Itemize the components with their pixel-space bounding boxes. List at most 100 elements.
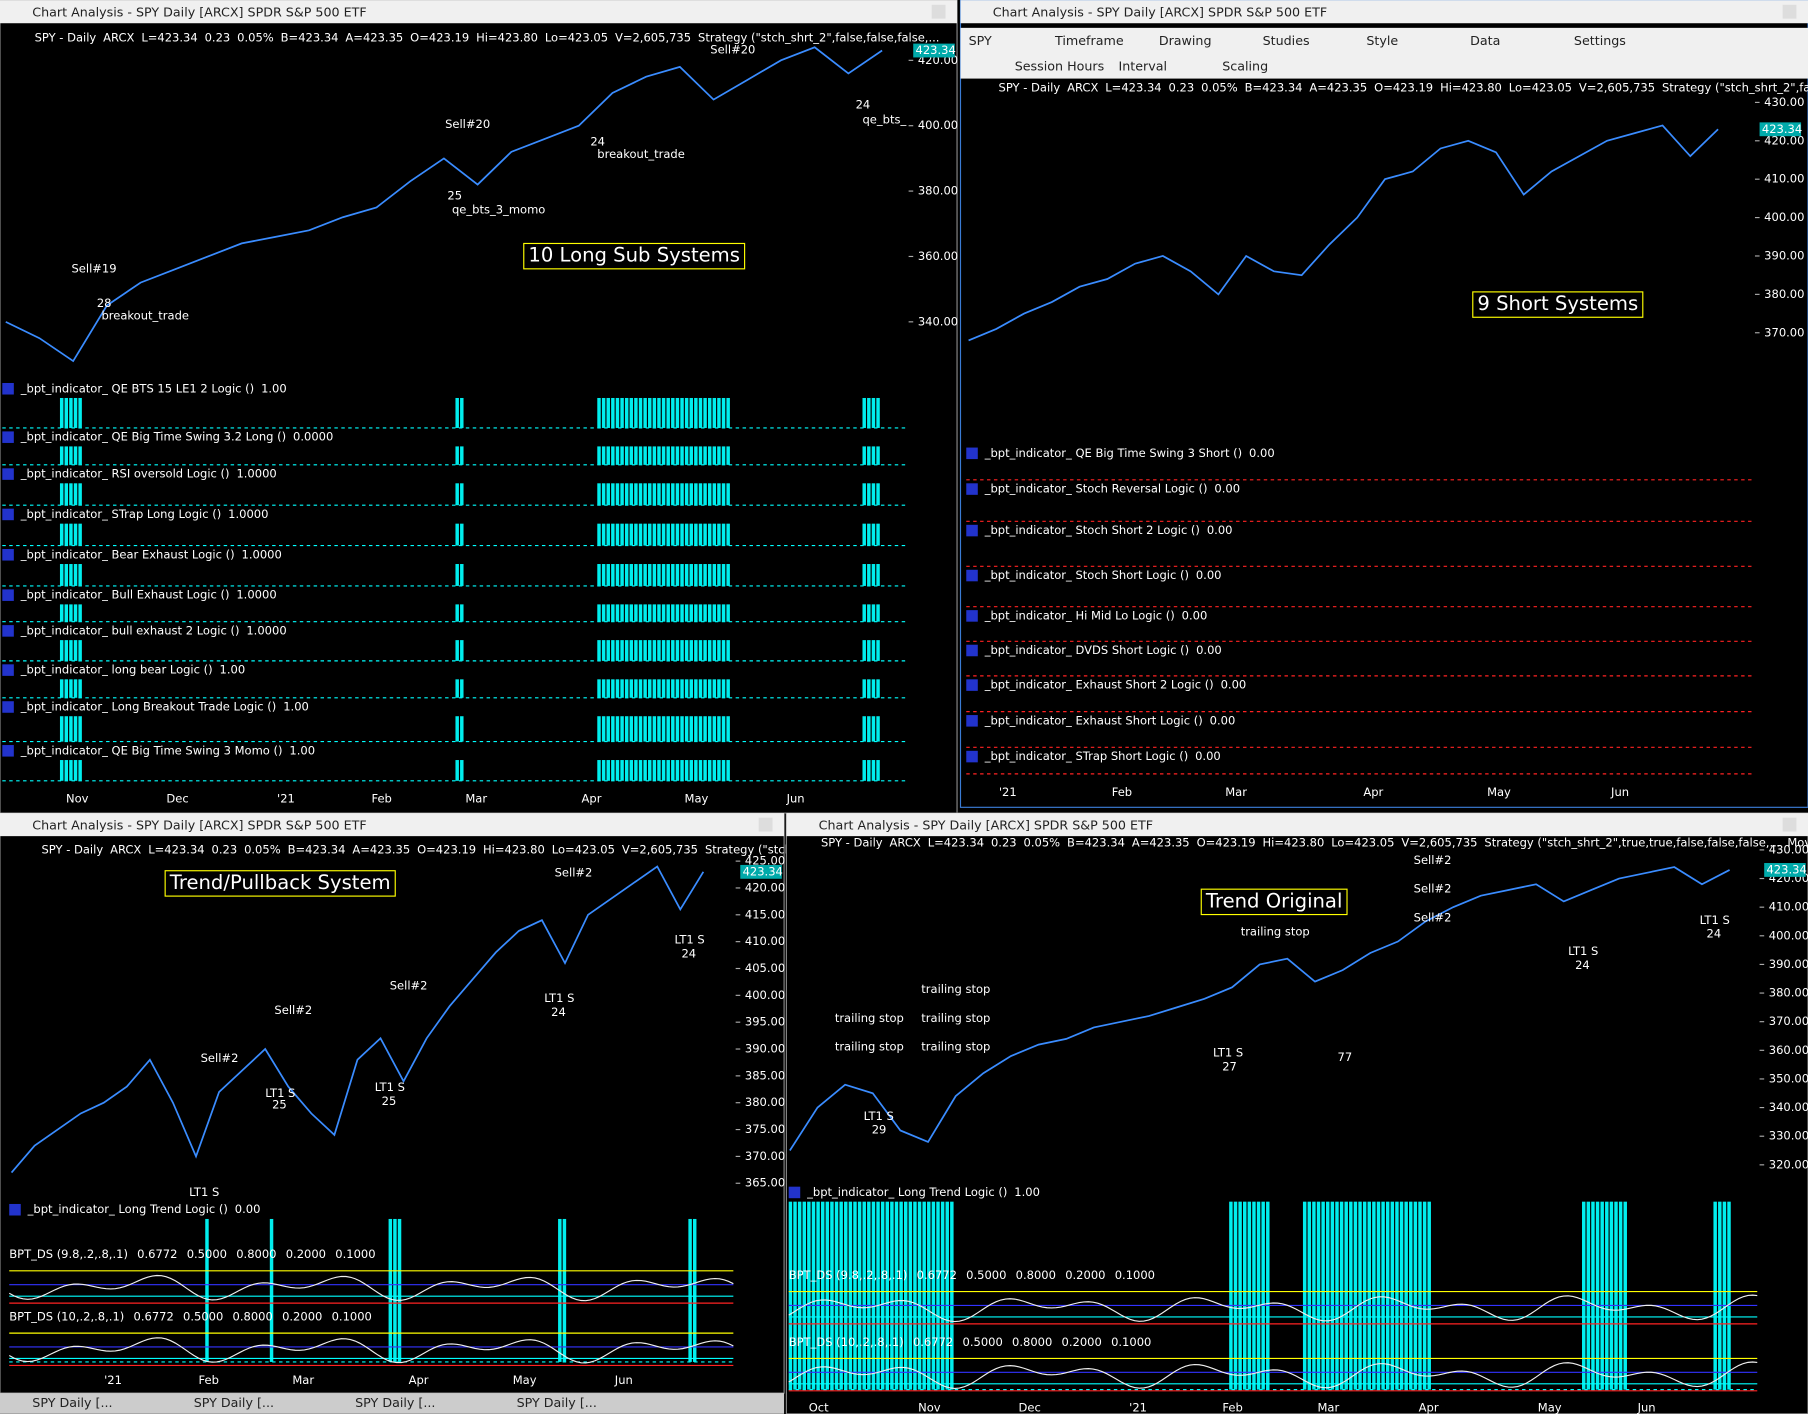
toolbar-item[interactable]: Studies <box>1263 33 1310 48</box>
indicator-bar <box>601 716 606 742</box>
indicator-bar <box>1399 1201 1404 1390</box>
indicator-value: 0.00 <box>1182 608 1208 622</box>
indicator-bar <box>1605 1201 1609 1390</box>
x-tick-label: Feb <box>199 1373 219 1387</box>
indicator-bar <box>78 679 82 698</box>
y-tick-label: 320.00 <box>1769 1157 1808 1171</box>
indicator-bar <box>1353 1201 1358 1390</box>
indicator-icon <box>2 431 14 443</box>
toolbar-item[interactable]: Timeframe <box>1054 33 1124 48</box>
toolbar-item[interactable]: Scaling <box>1222 59 1268 74</box>
info-field: 0.05% <box>1024 836 1061 850</box>
indicator-bar <box>652 564 657 586</box>
indicator-bar <box>69 483 73 506</box>
indicator-bar <box>721 716 726 742</box>
taskbar-tab[interactable]: SPY Daily [... <box>355 1395 435 1410</box>
indicator-bar <box>922 1201 926 1390</box>
x-tick-label: Dec <box>1019 1401 1041 1414</box>
indicator-bar <box>638 760 643 781</box>
indicator-bar <box>862 640 866 661</box>
indicator-name: _bpt_indicator_ STrap Short Logic () <box>984 749 1188 763</box>
close-button[interactable] <box>1782 4 1797 19</box>
indicator-bar <box>657 483 661 506</box>
indicator-value: 1.0000 <box>236 467 276 481</box>
indicator-bar <box>652 397 657 428</box>
taskbar-tab[interactable]: SPY Daily [... <box>32 1395 112 1410</box>
indicator-bar <box>606 679 610 698</box>
signal-label: trailing stop <box>921 1040 990 1054</box>
indicator-bar <box>707 483 712 506</box>
close-button[interactable] <box>1782 817 1797 832</box>
indicator-bar <box>698 760 703 781</box>
indicator-bar <box>652 446 657 465</box>
indicator-bar <box>703 523 707 546</box>
indicator-bar <box>675 523 680 546</box>
indicator-bar <box>703 397 707 428</box>
taskbar-tab[interactable]: SPY Daily [... <box>194 1395 274 1410</box>
signal-label: Sell#2 <box>201 1051 239 1065</box>
toolbar-item[interactable]: Style <box>1366 33 1398 48</box>
toolbar-item[interactable]: Interval <box>1118 59 1167 74</box>
x-tick-label: Mar <box>465 792 487 806</box>
y-tick-label: 420.00 <box>1764 133 1804 147</box>
indicator-bar <box>698 640 703 661</box>
indicator-bar <box>661 760 666 781</box>
indicator-name: _bpt_indicator_ Bull Exhaust Logic () <box>20 588 230 602</box>
indicator-bar <box>601 760 606 781</box>
indicator-name: _bpt_indicator_ Long Trend Logic () <box>27 1202 228 1216</box>
x-tick-label: '21 <box>104 1373 122 1387</box>
indicator-bar <box>73 483 78 506</box>
indicator-bar <box>601 604 606 622</box>
indicator-bar <box>694 483 698 506</box>
indicator-bar <box>657 640 661 661</box>
indicator-bar <box>460 716 464 742</box>
info-field: ARCX <box>890 836 921 850</box>
indicator-bar <box>1427 1201 1431 1390</box>
indicator-bar <box>78 716 82 742</box>
indicator-bar <box>867 640 871 661</box>
toolbar-item[interactable]: Data <box>1470 33 1500 48</box>
indicator-bar <box>680 760 684 781</box>
indicator-value: 0.00 <box>1210 713 1236 727</box>
indicator-bar <box>666 716 670 742</box>
info-field: A=423.35 <box>352 842 410 856</box>
toolbar-item[interactable]: Settings <box>1574 33 1626 48</box>
indicator-bar <box>624 604 629 622</box>
indicator-bar <box>689 604 693 622</box>
indicator-bar <box>455 640 459 661</box>
close-button[interactable] <box>931 4 946 19</box>
indicator-bar <box>945 1201 949 1390</box>
ds-line <box>788 1294 1758 1323</box>
toolbar-item[interactable]: Drawing <box>1159 33 1212 48</box>
y-tick-label: 360.00 <box>1769 1043 1808 1057</box>
indicator-bar <box>802 1201 806 1390</box>
indicator-bar <box>684 564 689 586</box>
indicator-bar <box>620 679 624 698</box>
toolbar-item[interactable]: SPY <box>969 33 992 48</box>
indicator-bar <box>684 483 689 506</box>
close-button[interactable] <box>758 817 773 832</box>
indicator-bar <box>684 446 689 465</box>
indicator-bar <box>460 679 464 698</box>
indicator-bar <box>675 397 680 428</box>
ds-label: 0.6772 <box>134 1309 174 1323</box>
info-field: Hi=423.80 <box>1262 836 1324 850</box>
signal-label: LT1 S <box>1213 1045 1243 1059</box>
indicator-bar <box>69 564 73 586</box>
indicator-bar <box>726 446 730 465</box>
indicator-name: _bpt_indicator_ long bear Logic () <box>20 663 213 677</box>
taskbar-tab[interactable]: SPY Daily [... <box>517 1395 597 1410</box>
info-field: SPY - Daily <box>42 842 104 856</box>
signal-label: trailing stop <box>921 982 990 996</box>
indicator-bar <box>671 446 675 465</box>
indicator-bar <box>624 483 629 506</box>
toolbar-item[interactable]: Session Hours <box>1015 59 1105 74</box>
indicator-bar <box>78 640 82 661</box>
indicator-bar <box>712 397 717 428</box>
indicator-value: 0.00 <box>1207 523 1233 537</box>
indicator-bar <box>78 523 82 546</box>
indicator-bar <box>615 446 620 465</box>
x-tick-label: Mar <box>292 1373 314 1387</box>
indicator-bar <box>862 679 866 698</box>
indicator-bar <box>615 604 620 622</box>
